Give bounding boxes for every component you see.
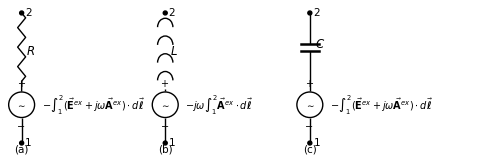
- Text: L: L: [170, 46, 177, 58]
- Text: 1: 1: [25, 138, 32, 148]
- Text: $\sim$: $\sim$: [304, 100, 315, 109]
- Text: 2: 2: [314, 8, 320, 18]
- Text: C: C: [316, 38, 324, 51]
- Circle shape: [308, 141, 312, 145]
- Text: $-j\omega\int_1^2\vec{\mathbf{A}}^{ex}\cdot d\vec{\boldsymbol{\ell}}$: $-j\omega\int_1^2\vec{\mathbf{A}}^{ex}\c…: [185, 93, 254, 117]
- Text: +: +: [305, 79, 313, 89]
- Text: $-\int_1^2(\vec{\mathbf{E}}^{ex}+j\omega\vec{\mathbf{A}}^{ex})\cdot d\vec{\bolds: $-\int_1^2(\vec{\mathbf{E}}^{ex}+j\omega…: [330, 93, 434, 117]
- Text: 1: 1: [314, 138, 320, 148]
- Text: $-$: $-$: [304, 120, 314, 130]
- Text: +: +: [160, 79, 168, 89]
- Text: (b): (b): [158, 145, 172, 155]
- Circle shape: [308, 11, 312, 15]
- Text: $-$: $-$: [16, 120, 25, 130]
- Circle shape: [20, 141, 24, 145]
- Text: +: +: [16, 79, 24, 89]
- Text: $-$: $-$: [160, 120, 169, 130]
- Text: 2: 2: [25, 8, 32, 18]
- Circle shape: [163, 11, 167, 15]
- Text: (a): (a): [14, 145, 29, 155]
- Text: $\sim$: $\sim$: [160, 100, 170, 109]
- Circle shape: [20, 11, 24, 15]
- Text: (c): (c): [303, 145, 316, 155]
- Text: 1: 1: [168, 138, 175, 148]
- Text: 2: 2: [168, 8, 175, 18]
- Text: $\sim$: $\sim$: [16, 100, 27, 109]
- Text: R: R: [27, 46, 35, 58]
- Text: $-\int_1^2(\vec{\mathbf{E}}^{ex}+j\omega\vec{\mathbf{A}}^{ex})\cdot d\vec{\bolds: $-\int_1^2(\vec{\mathbf{E}}^{ex}+j\omega…: [42, 93, 145, 117]
- Circle shape: [163, 141, 167, 145]
